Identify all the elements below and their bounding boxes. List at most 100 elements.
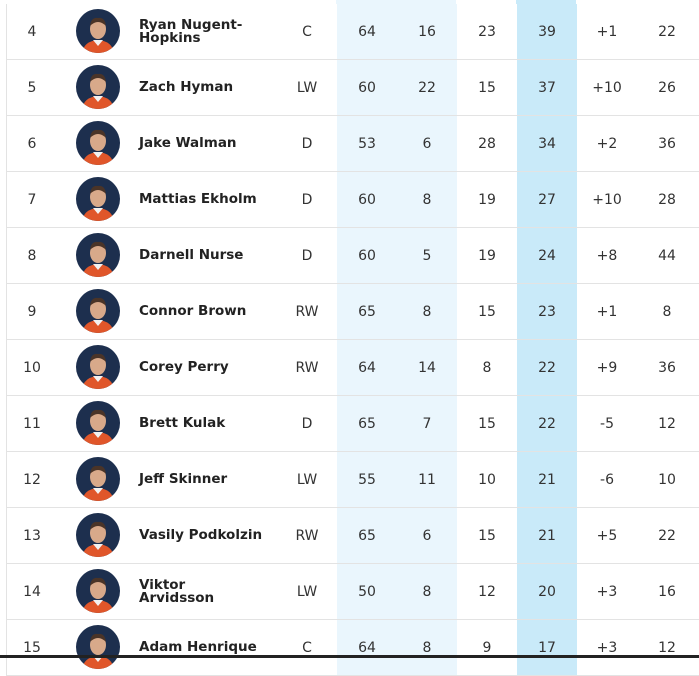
player-avatar [76,289,120,333]
rank-cell: 12 [7,452,57,507]
points-cell: 24 [517,228,577,283]
goals-cell: 8 [397,172,457,227]
points-cell: 34 [517,116,577,171]
games-played: 60 [358,191,376,208]
player-name: Vasily Podkolzin [139,527,263,543]
position-cell: C [277,4,337,59]
position-cell: C [277,620,337,675]
position: RW [295,359,319,376]
plus-minus-cell: +9 [577,340,637,395]
rank-cell: 7 [7,172,57,227]
plus-minus: -5 [600,415,614,432]
penalty-minutes: 36 [658,135,676,152]
rank-cell: 9 [7,284,57,339]
games-played-cell: 50 [337,564,397,619]
goals: 16 [418,23,436,40]
points-cell: 20 [517,564,577,619]
position: LW [296,583,318,600]
points: 20 [538,583,556,600]
player-name-cell: Brett Kulak [139,396,264,451]
assists: 28 [478,135,496,152]
position: LW [296,471,318,488]
player-name: Zach Hyman [139,79,234,95]
points: 37 [538,79,556,96]
plus-minus: +8 [596,247,618,264]
assists-cell: 9 [457,620,517,675]
points: 22 [538,415,556,432]
penalty-minutes-cell: 36 [637,116,697,171]
rank: 12 [23,471,41,488]
bottom-border [0,655,699,658]
position-cell: RW [277,508,337,563]
assists: 12 [478,583,496,600]
player-name-cell: Mattias Ekholm [139,172,264,227]
rank: 13 [23,527,41,544]
player-name: Connor Brown [139,303,247,319]
plus-minus-cell: +1 [577,4,637,59]
player-name-cell: Darnell Nurse [139,228,264,283]
plus-minus: +3 [596,583,618,600]
goals-cell: 8 [397,620,457,675]
plus-minus: +10 [592,79,622,96]
rank: 7 [27,191,37,208]
assists: 15 [478,79,496,96]
position-cell: D [277,172,337,227]
games-played-cell: 55 [337,452,397,507]
table-row: 7 Mattias Ekholm D 60 8 19 27 +10 28 [7,172,699,228]
player-name-cell: Jake Walman [139,116,264,171]
position-cell: RW [277,284,337,339]
points-cell: 22 [517,396,577,451]
games-played: 65 [358,415,376,432]
games-played: 60 [358,247,376,264]
penalty-minutes-cell: 12 [637,396,697,451]
table-row: 11 Brett Kulak D 65 7 15 22 -5 12 [7,396,699,452]
goals: 8 [422,303,432,320]
points-cell: 17 [517,620,577,675]
player-name: Viktor Arvidsson [139,576,215,606]
penalty-minutes: 22 [658,527,676,544]
rank: 5 [27,79,37,96]
position-cell: LW [277,564,337,619]
position: LW [296,79,318,96]
rank: 15 [23,639,41,656]
position: D [301,247,313,264]
player-name: Jeff Skinner [139,471,228,487]
games-played-cell: 60 [337,228,397,283]
goals: 6 [422,527,432,544]
position: D [301,191,313,208]
games-played-cell: 60 [337,172,397,227]
rank: 6 [27,135,37,152]
penalty-minutes: 8 [662,303,672,320]
plus-minus: +5 [596,527,618,544]
player-name-cell: Adam Henrique [139,620,264,675]
table-row: 9 Connor Brown RW 65 8 15 23 +1 8 [7,284,699,340]
points: 21 [538,471,556,488]
rank: 10 [23,359,41,376]
table-row: 4 Ryan Nugent-Hopkins C 64 16 23 39 +1 22 [7,4,699,60]
games-played-cell: 64 [337,4,397,59]
position: C [302,23,312,40]
games-played: 65 [358,303,376,320]
games-played: 55 [358,471,376,488]
goals-cell: 11 [397,452,457,507]
points-cell: 21 [517,508,577,563]
assists-cell: 15 [457,284,517,339]
table-row: 5 Zach Hyman LW 60 22 15 37 +10 26 [7,60,699,116]
rank-cell: 6 [7,116,57,171]
plus-minus-cell: +3 [577,564,637,619]
goals: 11 [418,471,436,488]
position: RW [295,303,319,320]
points-cell: 37 [517,60,577,115]
player-avatar [76,345,120,389]
goals: 14 [418,359,436,376]
assists-cell: 28 [457,116,517,171]
rank-cell: 10 [7,340,57,395]
rank-cell: 15 [7,620,57,675]
points: 17 [538,639,556,656]
penalty-minutes-cell: 22 [637,508,697,563]
table-row: 15 Adam Henrique C 64 8 9 17 +3 12 [7,620,699,676]
plus-minus-cell: +1 [577,284,637,339]
penalty-minutes: 28 [658,191,676,208]
games-played: 64 [358,639,376,656]
goals: 5 [422,247,432,264]
